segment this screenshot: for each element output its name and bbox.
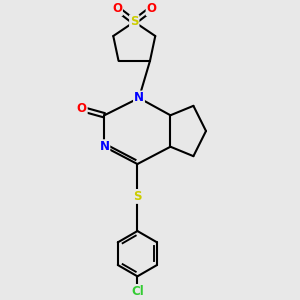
Text: S: S [133,190,142,203]
Text: Cl: Cl [131,285,144,298]
Text: N: N [99,140,110,153]
Text: N: N [134,92,144,104]
Text: O: O [147,2,157,15]
Text: O: O [77,103,87,116]
Text: O: O [112,2,122,15]
Text: S: S [130,15,139,28]
